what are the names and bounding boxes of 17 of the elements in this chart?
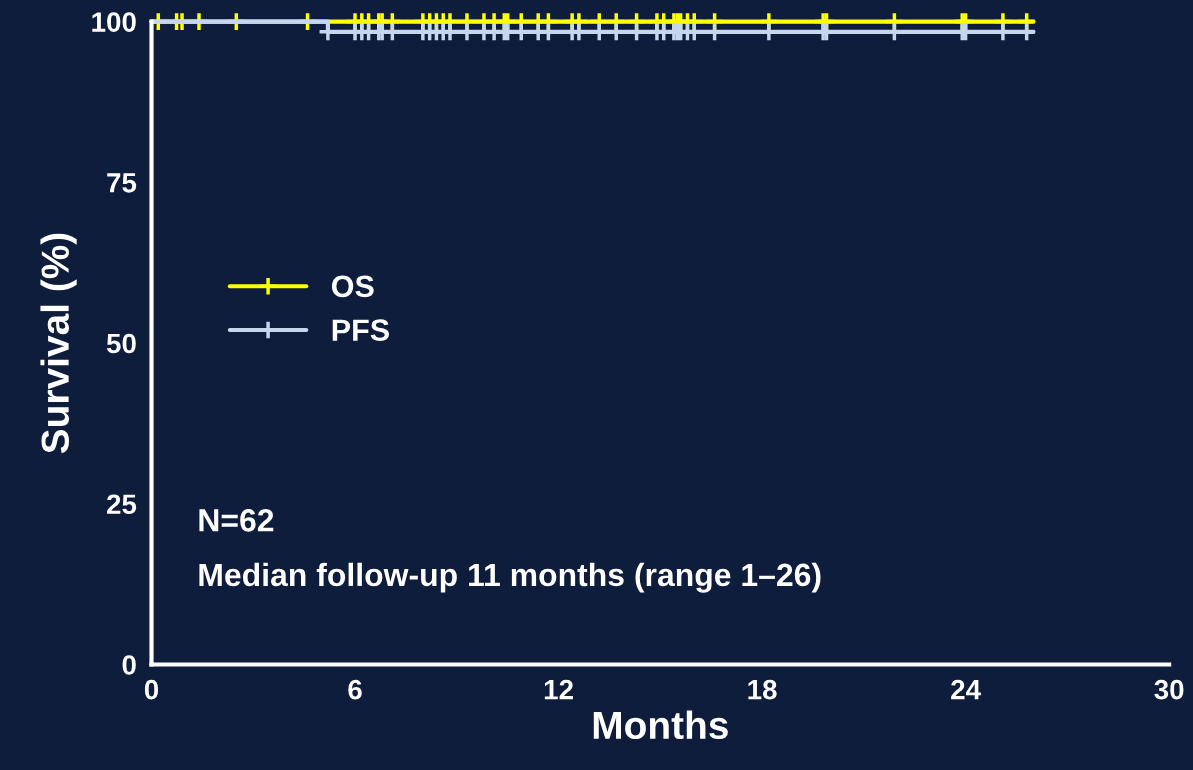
annotation: Median follow-up 11 months (range 1–26) (199, 562, 821, 593)
y-tick-label: 0 (122, 655, 136, 675)
x-tick-label: 6 (348, 679, 362, 700)
y-tick-label: 100 (92, 12, 136, 32)
legend-label: PFS (332, 319, 389, 341)
x-tick-label: 12 (544, 679, 573, 700)
y-tick-label: 50 (106, 333, 136, 354)
x-axis-title: Months (593, 710, 728, 740)
legend-label: OS (331, 275, 374, 298)
x-tick-label: 24 (951, 679, 981, 700)
x-tick-label: 30 (1154, 679, 1184, 700)
x-tick-label: 18 (748, 679, 777, 700)
x-tick-label: 0 (144, 679, 159, 700)
annotation: N=62 (199, 509, 274, 532)
y-axis-title: Survival (%) (40, 233, 77, 454)
y-tick-label: 75 (107, 173, 137, 193)
y-tick-label: 25 (107, 494, 137, 515)
